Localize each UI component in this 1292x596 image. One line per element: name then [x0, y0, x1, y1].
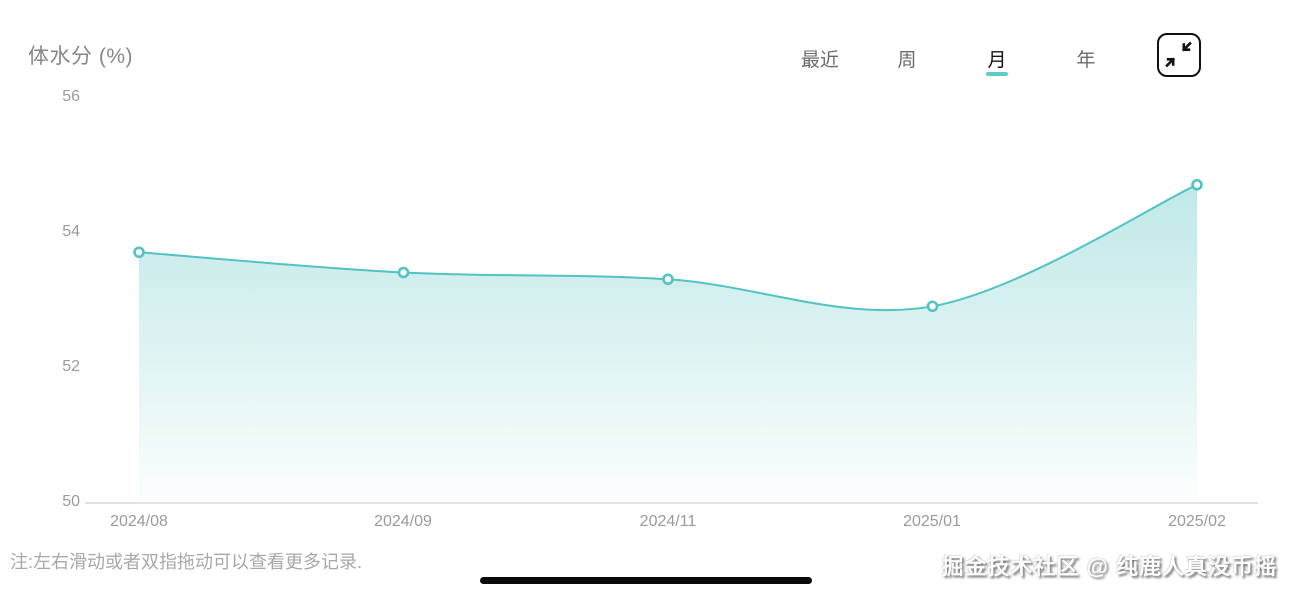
y-tick-50: 50	[62, 493, 80, 510]
x-tick-2024-08: 2024/08	[110, 513, 168, 530]
hint-note: 注:左右滑动或者双指拖动可以查看更多记录.	[10, 552, 362, 572]
watermark-text: 掘金技术社区 @ 纯鹿人真没币摇	[941, 554, 1277, 579]
tab-year[interactable]: 年	[1076, 50, 1096, 71]
data-point-2024/09[interactable]	[397, 266, 410, 279]
home-indicator-bar[interactable]	[480, 577, 812, 584]
data-point-2024/08[interactable]	[133, 246, 145, 259]
area-fill	[139, 184, 1197, 503]
active-tab-underline	[986, 72, 1008, 76]
chart-title: 体水分 (%)	[28, 45, 133, 68]
tab-month[interactable]: 月	[987, 50, 1007, 71]
x-tick-2024-11: 2024/11	[639, 513, 697, 530]
y-tick-54: 54	[62, 223, 80, 240]
tab-recent[interactable]: 最近	[800, 50, 840, 71]
data-points	[133, 178, 1203, 313]
fullscreen-toggle-button[interactable]	[1157, 33, 1201, 77]
data-point-2025/02[interactable]	[1191, 178, 1203, 191]
x-tick-2024-09: 2024/09	[374, 513, 432, 530]
collapse-arrows-icon	[1165, 41, 1192, 68]
data-point-2024/11[interactable]	[662, 273, 674, 286]
data-point-2025/01[interactable]	[926, 300, 939, 313]
tab-week[interactable]: 周	[897, 50, 917, 71]
y-tick-52: 52	[62, 358, 80, 375]
x-tick-2025-01: 2025/01	[903, 513, 961, 530]
y-tick-56: 56	[62, 88, 80, 105]
x-tick-2025-02: 2025/02	[1168, 513, 1226, 530]
